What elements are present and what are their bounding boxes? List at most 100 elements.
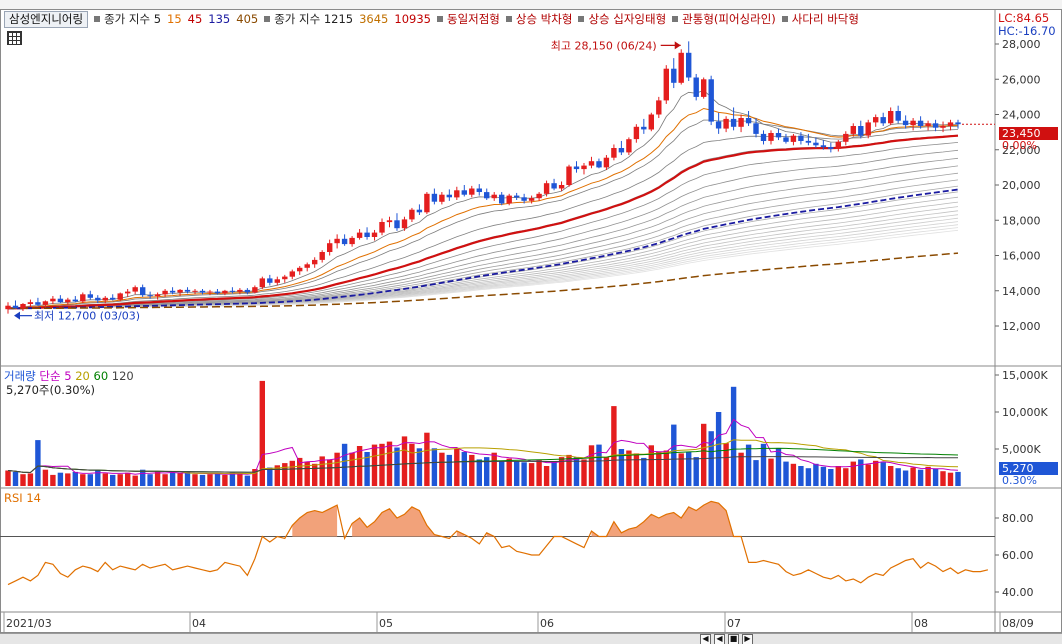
pattern-label: 사다리 바닥형 — [791, 12, 859, 26]
ma-label: 종가 지수 5 — [104, 12, 162, 26]
volume-bar — [745, 444, 752, 486]
candle — [902, 115, 909, 129]
price-tick-label: 22,000 — [1002, 144, 1041, 157]
volume-bar — [671, 424, 677, 486]
candle-body — [581, 165, 587, 170]
volume-bar — [715, 412, 722, 486]
candle — [715, 112, 722, 134]
candle-body — [925, 123, 931, 126]
stock-name-box[interactable]: 삼성엔지니어링 — [4, 10, 89, 28]
ma-period-405: 405 — [236, 12, 259, 26]
candle — [379, 218, 385, 236]
candle-body — [229, 290, 236, 292]
candle-body — [932, 123, 939, 128]
x-axis-label: 08/09 — [1002, 617, 1034, 630]
candle-body — [341, 238, 348, 245]
candle — [229, 287, 236, 294]
price-tick-label: 24,000 — [1002, 109, 1041, 122]
candle — [843, 131, 849, 146]
candle-body — [813, 142, 819, 146]
volume-bar — [514, 461, 520, 486]
candle-body — [454, 190, 460, 198]
candle-body — [125, 291, 131, 294]
volume-bar — [910, 467, 916, 486]
volume-bar — [87, 474, 93, 486]
volume-bar — [813, 463, 819, 486]
rsi-line — [7, 500, 989, 586]
ma-legend-square-icon — [94, 16, 101, 22]
grid-icon[interactable] — [7, 31, 22, 45]
candle — [386, 216, 393, 228]
candle-body — [835, 141, 841, 149]
candle-body — [745, 118, 752, 124]
ma-line-15 — [7, 107, 959, 309]
candle-body — [693, 77, 699, 97]
candle — [566, 164, 572, 187]
candle-body — [955, 122, 961, 125]
candle — [663, 65, 669, 104]
scroll-right-icon[interactable]: ▶ — [742, 634, 753, 644]
candle-body — [416, 209, 423, 213]
volume-ma20-label: 20 — [75, 369, 90, 383]
volume-bar — [701, 423, 707, 486]
candle-body — [873, 117, 879, 123]
candle — [723, 116, 729, 133]
candle-body — [760, 133, 767, 141]
candle — [910, 118, 916, 131]
volume-bar — [932, 469, 939, 486]
candle — [611, 144, 617, 161]
candle-body — [738, 118, 744, 127]
volume-bar — [865, 464, 871, 486]
candle — [932, 119, 939, 132]
candle — [738, 114, 744, 133]
candle — [289, 269, 295, 280]
current-volume-tag: 5,270 — [999, 462, 1058, 475]
scroll-left-icon[interactable]: ◀ — [700, 634, 711, 644]
candle — [214, 288, 221, 295]
candle — [35, 297, 41, 306]
candle-body — [820, 145, 827, 148]
candle-body — [334, 238, 340, 244]
candle-body — [888, 111, 894, 124]
candle — [805, 133, 812, 146]
volume-bar — [633, 453, 640, 486]
candle-body — [237, 289, 243, 292]
candle-body — [177, 289, 183, 293]
candle — [207, 289, 213, 296]
x-axis-label: 2021/03 — [6, 617, 52, 630]
candle-body — [252, 287, 258, 293]
scroll-prev-icon[interactable]: ◀ — [714, 634, 725, 644]
ma2-legend-square-icon — [264, 16, 271, 22]
candle-body — [543, 183, 550, 194]
candle — [356, 229, 363, 240]
candle — [514, 192, 520, 200]
volume-bar — [177, 473, 183, 486]
volume-bar — [80, 474, 86, 486]
volume-ma5-label: 단순 5 — [39, 369, 72, 383]
volume-bar — [72, 471, 78, 486]
volume-bar — [768, 458, 774, 486]
bottom-scrollbar[interactable]: ◀ ◀ ■ ▶ — [0, 633, 1062, 644]
candle — [125, 288, 131, 297]
candle-body — [940, 126, 946, 128]
candle — [768, 130, 774, 145]
volume-ma-5 — [7, 418, 959, 475]
volume-bar — [57, 472, 64, 486]
volume-bar — [798, 466, 804, 486]
volume-bar — [454, 449, 460, 486]
candle-body — [199, 290, 206, 293]
candle — [790, 133, 797, 146]
volume-bar — [835, 466, 841, 486]
volume-bar — [207, 474, 213, 486]
x-axis-label: 05 — [379, 617, 393, 630]
candle — [117, 292, 123, 302]
volume-bar — [641, 457, 647, 486]
x-axis-label: 08 — [914, 617, 928, 630]
volume-bar — [536, 460, 542, 486]
high-arrow-icon — [674, 41, 681, 50]
stop-icon[interactable]: ■ — [728, 634, 739, 644]
volume-bar — [843, 468, 849, 486]
volume-bar — [147, 474, 153, 486]
volume-bar — [790, 463, 797, 486]
